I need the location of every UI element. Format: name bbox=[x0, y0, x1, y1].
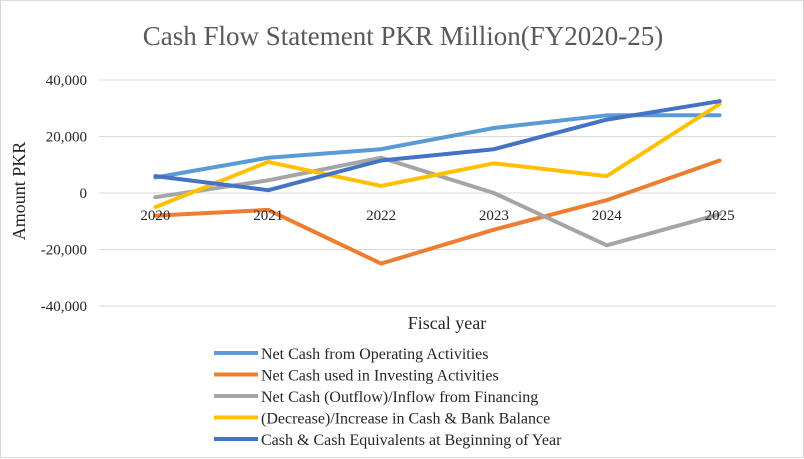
legend-label: Net Cash used in Investing Activities bbox=[261, 368, 499, 385]
legend-item: Cash & Cash Equivalents at Beginning of … bbox=[214, 432, 562, 449]
y-axis-ticks: 40,000 20,000 0 -20,000 -40,000 bbox=[41, 73, 87, 315]
legend-item: Net Cash from Operating Activities bbox=[214, 346, 489, 363]
x-tick-label: 2022 bbox=[366, 208, 396, 224]
y-tick-label: -40,000 bbox=[41, 299, 87, 315]
gridlines bbox=[99, 79, 776, 307]
y-tick-label: 20,000 bbox=[46, 130, 87, 146]
series-line bbox=[153, 113, 722, 180]
series-lines bbox=[153, 99, 722, 266]
series-line bbox=[153, 155, 722, 248]
y-tick-label: 0 bbox=[80, 186, 88, 202]
x-axis-ticks: 2020 2021 2022 2023 2024 2025 bbox=[140, 208, 734, 224]
series-line bbox=[153, 158, 722, 266]
legend-item: (Decrease)/Increase in Cash & Bank Balan… bbox=[214, 411, 550, 428]
series-line bbox=[153, 102, 722, 210]
x-tick-label: 2024 bbox=[592, 208, 623, 224]
x-tick-label: 2025 bbox=[705, 208, 735, 224]
x-tick-label: 2020 bbox=[140, 208, 170, 224]
y-axis-title: Amount PKR bbox=[9, 142, 29, 241]
x-axis-title: Fiscal year bbox=[408, 313, 486, 333]
legend-label: (Decrease)/Increase in Cash & Bank Balan… bbox=[261, 411, 550, 428]
legend-label: Cash & Cash Equivalents at Beginning of … bbox=[261, 432, 562, 449]
y-tick-label: 40,000 bbox=[46, 73, 87, 89]
series-line bbox=[153, 99, 722, 193]
legend-label: Net Cash from Operating Activities bbox=[261, 346, 489, 363]
legend-label: Net Cash (Outflow)/Inflow from Financing bbox=[261, 389, 538, 406]
y-tick-label: -20,000 bbox=[41, 243, 87, 259]
legend: Net Cash from Operating Activities Net Ca… bbox=[214, 346, 562, 449]
legend-item: Net Cash used in Investing Activities bbox=[214, 368, 499, 385]
legend-item: Net Cash (Outflow)/Inflow from Financing bbox=[214, 389, 538, 406]
x-tick-label: 2021 bbox=[253, 208, 283, 224]
chart-title: Cash Flow Statement PKR Million(FY2020-2… bbox=[143, 21, 664, 51]
x-tick-label: 2023 bbox=[479, 208, 509, 224]
